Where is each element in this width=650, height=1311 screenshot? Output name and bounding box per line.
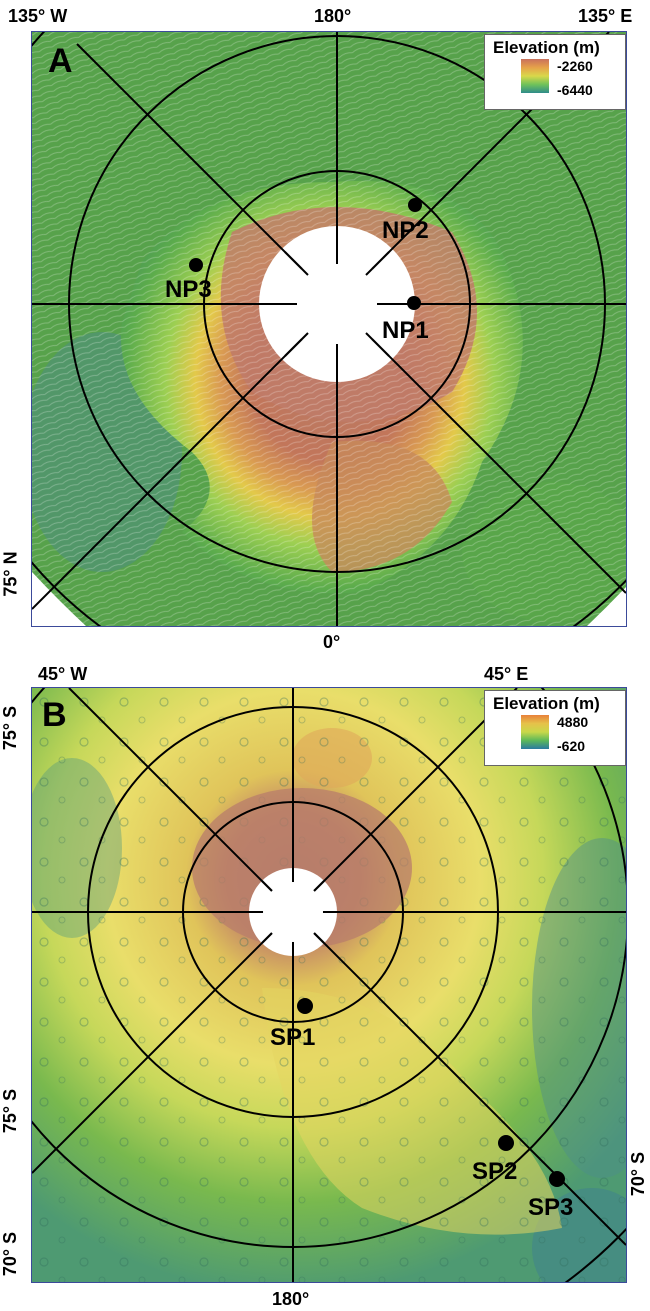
panel-b-lon-45e-label: 45° E [484, 664, 529, 684]
panel-a-lat-75n-label: 75° N [0, 551, 21, 597]
panel-b-lat-75s-upper-label: 75° S [0, 705, 21, 751]
panel-b-map: B SP1 SP2 SP3 Elevation (m) 4880 -620 [31, 687, 627, 1283]
site-label-np3: NP3 [165, 276, 212, 303]
panel-a-lon-0-label: 0° [323, 632, 341, 652]
site-marker-sp3 [549, 1171, 565, 1187]
panel-b-lat-70s-right-label: 70° S [628, 1151, 649, 1197]
site-marker-sp1 [297, 998, 313, 1014]
panel-a-terrain [32, 32, 626, 626]
panel-b-legend-min: -620 [557, 738, 586, 754]
site-label-np1: NP1 [382, 317, 429, 344]
panel-a-legend-title: Elevation (m) [493, 38, 600, 57]
site-label-sp2: SP2 [472, 1158, 518, 1185]
site-label-sp1: SP1 [270, 1024, 316, 1051]
site-marker-sp2 [498, 1135, 514, 1151]
panel-b-legend-max: 4880 [557, 714, 589, 730]
panel-b-legend: Elevation (m) 4880 -620 [484, 690, 626, 766]
site-label-sp3: SP3 [528, 1194, 574, 1221]
panel-b-lat-70s-lower-label: 70° S [0, 1231, 21, 1277]
panel-b-lon-45w-label: 45° W [38, 664, 88, 684]
panel-a-lon-135w-label: 135° W [8, 6, 68, 26]
panel-a-map: A NP1 NP2 NP3 Elevation (m) -2260 -6440 [31, 31, 627, 627]
panel-a-legend: Elevation (m) -2260 -6440 [484, 34, 626, 110]
panel-b-legend-title: Elevation (m) [493, 694, 600, 713]
site-marker-np2 [408, 198, 422, 212]
site-marker-np3 [189, 258, 203, 272]
site-marker-np1 [407, 296, 421, 310]
panel-a-letter: A [48, 42, 73, 80]
panel-a-legend-max: -2260 [557, 58, 593, 74]
panel-b-letter: B [42, 696, 67, 734]
site-label-np2: NP2 [382, 217, 429, 244]
panel-b-terrain [32, 688, 626, 1282]
panel-a-legend-colorbar [521, 59, 549, 93]
panel-a-lon-135e-label: 135° E [578, 6, 633, 26]
panel-b-lat-75s-middle-label: 75° S [0, 1088, 21, 1134]
panel-a-lon-180-label: 180° [314, 6, 352, 26]
panel-b-lon-180-label: 180° [272, 1289, 310, 1309]
panel-b-legend-colorbar [521, 715, 549, 749]
panel-a-legend-min: -6440 [557, 82, 593, 98]
